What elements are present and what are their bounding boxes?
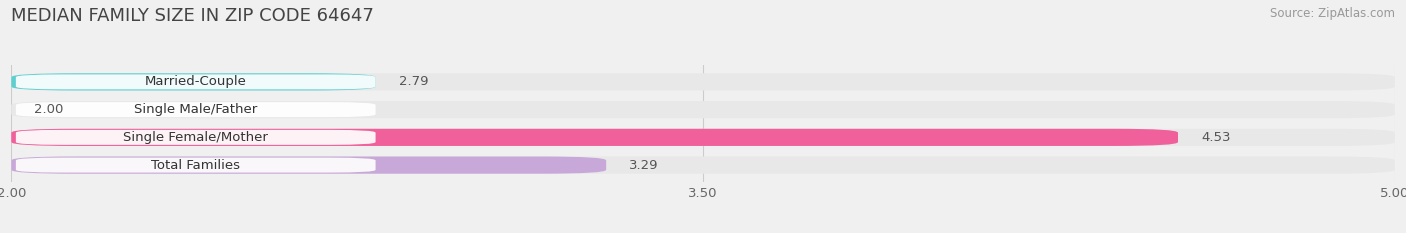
FancyBboxPatch shape [11,129,1178,146]
Text: Single Male/Father: Single Male/Father [134,103,257,116]
Text: Married-Couple: Married-Couple [145,75,246,88]
FancyBboxPatch shape [11,157,1395,174]
Text: 2.00: 2.00 [34,103,63,116]
FancyBboxPatch shape [15,102,375,117]
FancyBboxPatch shape [11,157,606,174]
Text: 2.79: 2.79 [399,75,429,88]
Text: Total Families: Total Families [152,159,240,171]
Text: MEDIAN FAMILY SIZE IN ZIP CODE 64647: MEDIAN FAMILY SIZE IN ZIP CODE 64647 [11,7,374,25]
FancyBboxPatch shape [15,130,375,145]
FancyBboxPatch shape [11,129,1395,146]
FancyBboxPatch shape [11,101,1395,118]
Text: 3.29: 3.29 [630,159,659,171]
FancyBboxPatch shape [11,73,1395,90]
FancyBboxPatch shape [11,73,375,90]
Text: 4.53: 4.53 [1201,131,1230,144]
FancyBboxPatch shape [15,158,375,173]
Text: Single Female/Mother: Single Female/Mother [124,131,269,144]
FancyBboxPatch shape [15,74,375,89]
Text: Source: ZipAtlas.com: Source: ZipAtlas.com [1270,7,1395,20]
